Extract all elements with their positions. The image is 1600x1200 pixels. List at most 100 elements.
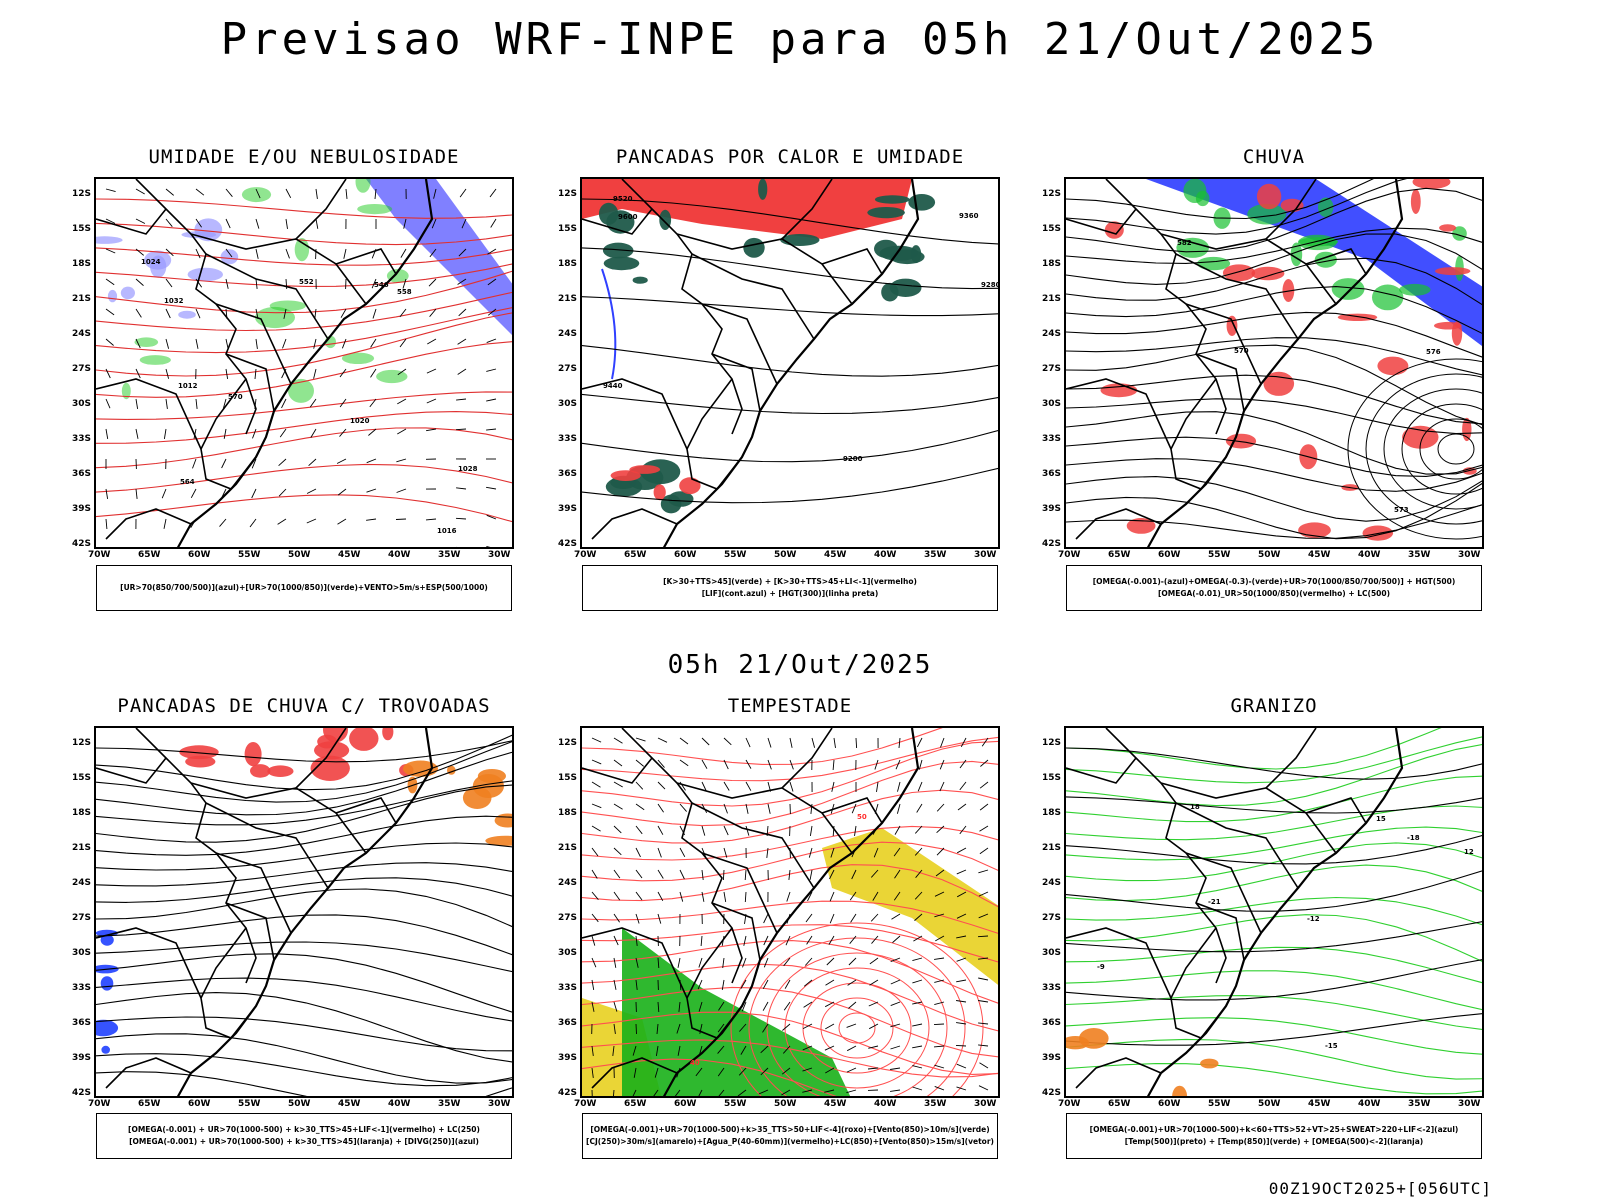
contour-label: 1012 [178, 382, 198, 390]
wind-vector [896, 803, 901, 814]
wind-vector [613, 935, 619, 946]
streamline [96, 1016, 512, 1052]
wind-vector [824, 1089, 835, 1093]
wind-vector [613, 847, 622, 856]
wind-vector [718, 1089, 725, 1096]
wind-vector [657, 891, 664, 902]
wind-vector [811, 737, 816, 748]
wind-vector [429, 308, 437, 317]
wind-vector [825, 979, 835, 986]
wind-vector [366, 518, 377, 521]
wind-vector [635, 737, 646, 742]
wind-vector [426, 428, 437, 432]
wind-vector [674, 1089, 681, 1096]
shaded-area [386, 269, 409, 283]
wind-vector [195, 338, 199, 349]
isobar [1437, 433, 1475, 465]
omega-blue-area [1146, 179, 1482, 346]
wind-vector [397, 428, 407, 435]
wind-vector [892, 935, 901, 943]
shaded-area [1126, 518, 1156, 534]
shaded-area [780, 234, 820, 246]
lat-tick-label: 30S [72, 399, 92, 409]
wind-vector [956, 891, 967, 898]
wind-vector [591, 913, 599, 923]
wind-vector [278, 488, 287, 497]
wind-vector [855, 737, 858, 749]
streamline [1066, 736, 1482, 784]
shaded-area [121, 382, 131, 400]
wind-vector [165, 308, 171, 319]
wind-vector [135, 188, 145, 195]
wind-vector [165, 218, 173, 227]
lon-tick-label: 40W [388, 1099, 411, 1109]
wind-vector [980, 759, 989, 767]
legend-line: [Temp(500)](preto) + [Temp(850)](verde) … [1124, 1137, 1424, 1146]
wind-vector [657, 803, 664, 813]
wind-vector [612, 1045, 615, 1056]
wind-vector [613, 803, 623, 810]
wind-vector [255, 248, 259, 259]
wind-vector [635, 979, 638, 990]
streamline [1066, 286, 1482, 334]
wind-vector [936, 803, 945, 812]
wind-vector [789, 737, 793, 748]
wind-vector [400, 248, 407, 258]
wind-green-area [622, 928, 851, 1096]
lat-tick-label: 21S [72, 294, 92, 304]
wind-vector [956, 1000, 967, 1003]
streamline [96, 740, 512, 763]
lon-tick-label: 35W [924, 1099, 947, 1109]
wind-vector [310, 428, 317, 438]
streamline [582, 864, 998, 908]
streamline [1066, 921, 1482, 953]
wind-vector [486, 398, 497, 402]
wind-vector [869, 957, 879, 965]
lat-tick-label: 15S [72, 773, 92, 783]
wind-vector [285, 218, 288, 229]
wind-vector [195, 188, 205, 196]
wind-vector [939, 759, 945, 770]
wind-vector [105, 248, 116, 254]
wind-vector [654, 1067, 659, 1078]
shaded-area [267, 765, 294, 777]
wind-vector [978, 1044, 989, 1047]
wind-vector [679, 803, 687, 812]
wind-vector [456, 487, 467, 490]
streamline [582, 760, 998, 827]
wind-vector [783, 957, 791, 967]
lon-tick-label: 55W [238, 1099, 261, 1109]
wind-vector [219, 518, 227, 527]
wind-vector [701, 781, 707, 792]
wind-vector [782, 1045, 791, 1054]
lat-tick-label: 42S [72, 539, 92, 549]
wind-vector [613, 759, 623, 767]
wind-vector [657, 869, 664, 879]
wind-vector [854, 825, 857, 836]
lat-tick-label: 42S [558, 539, 578, 549]
wind-vector [934, 913, 945, 918]
lon-tick-label: 35W [438, 550, 461, 560]
wind-vector [833, 737, 836, 748]
lat-tick-label: 18S [558, 259, 578, 269]
wind-vector [743, 935, 747, 946]
streamline [582, 393, 998, 415]
lat-tick-label: 42S [558, 1088, 578, 1098]
wind-vector [591, 759, 602, 765]
wind-vector [461, 218, 467, 229]
lat-tick-label: 18S [1042, 259, 1062, 269]
wind-vector [613, 1089, 615, 1096]
wind-vector [763, 935, 769, 946]
wind-vector [486, 338, 497, 344]
contour-label: -12 [1307, 915, 1320, 923]
wind-vector [784, 979, 791, 989]
wind-vector [978, 957, 989, 960]
lat-tick-label: 18S [1042, 808, 1062, 818]
contour-label: 9360 [959, 212, 979, 220]
wind-vector [912, 957, 923, 962]
streamline [582, 740, 998, 807]
wind-vector [285, 248, 290, 259]
wind-vector [829, 913, 835, 924]
wind-vector [635, 825, 643, 835]
wind-vector [918, 759, 923, 770]
